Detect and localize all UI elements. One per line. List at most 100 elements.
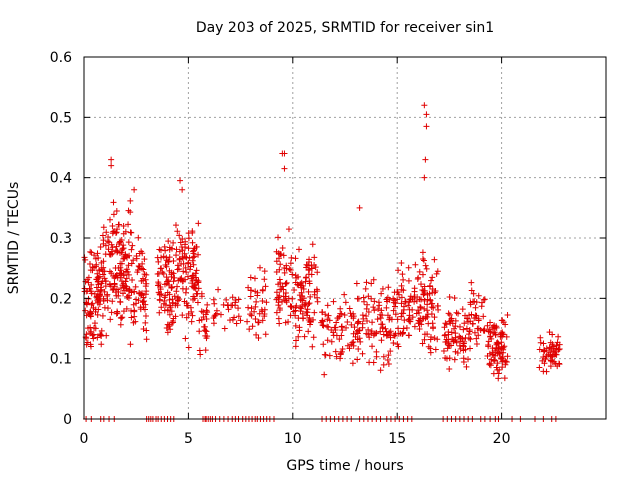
data-point bbox=[116, 270, 123, 277]
data-point bbox=[485, 338, 492, 345]
data-point bbox=[401, 317, 408, 324]
data-point bbox=[446, 318, 453, 325]
data-point bbox=[365, 309, 372, 316]
data-point bbox=[298, 305, 305, 312]
data-point bbox=[354, 336, 361, 343]
data-point bbox=[252, 288, 259, 295]
data-point bbox=[255, 319, 262, 326]
data-point bbox=[446, 293, 453, 300]
data-point bbox=[359, 320, 366, 327]
data-point bbox=[160, 270, 167, 277]
data-point bbox=[332, 324, 339, 331]
data-point bbox=[375, 306, 382, 313]
x-tick-label: 5 bbox=[184, 431, 193, 447]
data-point bbox=[461, 320, 468, 327]
data-point bbox=[189, 312, 196, 319]
data-point bbox=[289, 271, 296, 278]
data-point bbox=[277, 251, 284, 258]
data-point bbox=[92, 255, 99, 262]
data-point bbox=[394, 316, 401, 323]
data-point bbox=[285, 295, 292, 302]
axis-ticks: 0 5 10 15 20 0 0.1 0.2 0.3 0.4 0.5 0.6 bbox=[50, 50, 606, 447]
data-point bbox=[419, 249, 426, 256]
data-point bbox=[120, 230, 127, 237]
data-point bbox=[365, 293, 372, 300]
data-point bbox=[338, 348, 345, 355]
data-point bbox=[349, 360, 356, 367]
data-point bbox=[394, 341, 401, 348]
data-point bbox=[342, 299, 349, 306]
data-point bbox=[351, 324, 358, 331]
data-point bbox=[319, 317, 326, 324]
data-point bbox=[120, 223, 127, 230]
data-point bbox=[415, 274, 422, 281]
data-point bbox=[141, 306, 148, 313]
data-point bbox=[387, 334, 394, 341]
data-point bbox=[292, 255, 299, 262]
data-point-outlier bbox=[177, 177, 184, 184]
data-point bbox=[168, 284, 175, 291]
data-point bbox=[182, 335, 189, 342]
data-point bbox=[452, 323, 459, 330]
data-point bbox=[88, 328, 95, 335]
data-point bbox=[127, 197, 134, 204]
data-point bbox=[386, 329, 393, 336]
data-point bbox=[115, 289, 122, 296]
data-point bbox=[99, 312, 106, 319]
data-point bbox=[106, 239, 113, 246]
data-point bbox=[471, 298, 478, 305]
data-point bbox=[472, 312, 479, 319]
data-point bbox=[118, 260, 125, 267]
data-point-outlier bbox=[423, 123, 430, 130]
data-point bbox=[140, 298, 147, 305]
data-point bbox=[257, 264, 264, 271]
data-point bbox=[102, 278, 109, 285]
data-point bbox=[422, 262, 429, 269]
data-point bbox=[279, 283, 286, 290]
data-point bbox=[273, 268, 280, 275]
data-point bbox=[198, 290, 205, 297]
data-point bbox=[394, 296, 401, 303]
data-point bbox=[93, 276, 100, 283]
data-point bbox=[188, 275, 195, 282]
data-point bbox=[143, 271, 150, 278]
data-point bbox=[221, 325, 228, 332]
data-point bbox=[373, 353, 380, 360]
data-point bbox=[420, 257, 427, 264]
data-point bbox=[427, 349, 434, 356]
data-point bbox=[382, 325, 389, 332]
data-point bbox=[161, 243, 168, 250]
data-point bbox=[142, 312, 149, 319]
data-point bbox=[163, 257, 170, 264]
data-point bbox=[112, 273, 119, 280]
data-point bbox=[368, 280, 375, 287]
data-point bbox=[94, 270, 101, 277]
data-point bbox=[481, 326, 488, 333]
data-point bbox=[377, 367, 384, 374]
data-point bbox=[475, 325, 482, 332]
data-point bbox=[365, 331, 372, 338]
data-point bbox=[275, 255, 282, 262]
data-point bbox=[417, 303, 424, 310]
data-point bbox=[394, 288, 401, 295]
data-point bbox=[348, 321, 355, 328]
data-point bbox=[193, 290, 200, 297]
data-point bbox=[82, 256, 89, 263]
data-point bbox=[377, 311, 384, 318]
data-point-outlier bbox=[356, 204, 363, 211]
data-point bbox=[370, 304, 377, 311]
data-point bbox=[252, 315, 259, 322]
data-point bbox=[140, 325, 147, 332]
data-point bbox=[129, 276, 136, 283]
data-point bbox=[92, 325, 99, 332]
data-point bbox=[262, 283, 269, 290]
data-point bbox=[536, 364, 543, 371]
data-point bbox=[92, 306, 99, 313]
data-point bbox=[103, 229, 110, 236]
data-point bbox=[418, 321, 425, 328]
data-point bbox=[164, 329, 171, 336]
data-point bbox=[132, 283, 139, 290]
data-point bbox=[332, 348, 339, 355]
data-point bbox=[109, 250, 116, 257]
data-point bbox=[215, 286, 222, 293]
